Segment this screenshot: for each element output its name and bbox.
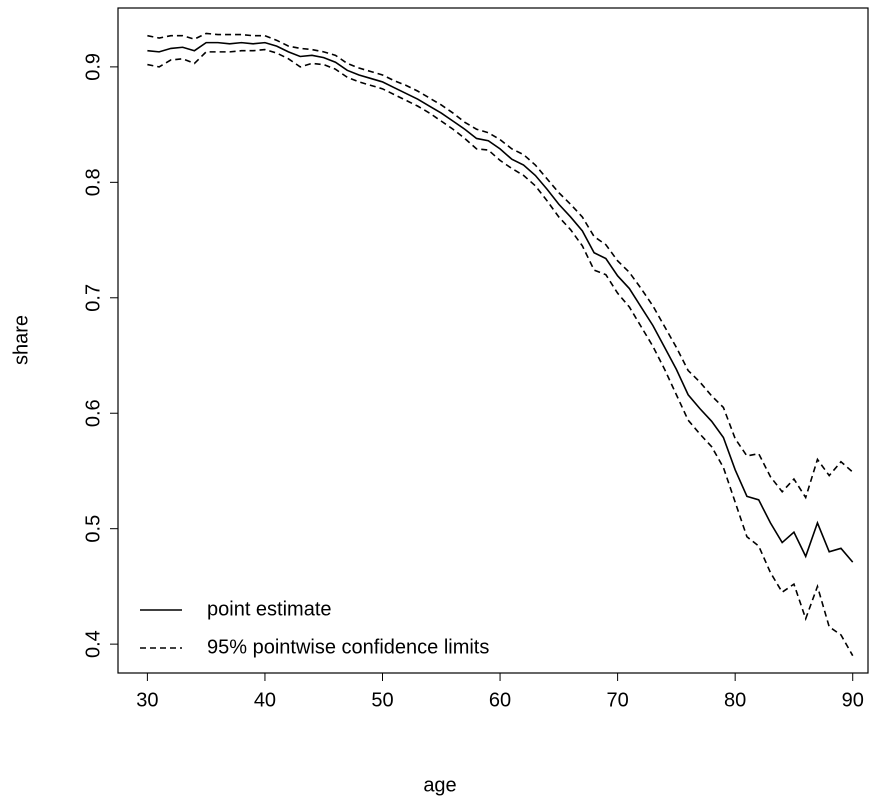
x-tick-label: 30 [136,689,158,711]
x-tick-label: 80 [724,689,746,711]
legend-label: point estimate [207,598,332,620]
y-axis-label: share [10,315,32,365]
legend-label: 95% pointwise confidence limits [207,636,489,658]
series-line [147,32,854,500]
x-tick-label: 60 [489,689,511,711]
plot-frame [117,7,869,674]
series-line [147,41,854,563]
y-tick-label: 0.8 [82,168,104,196]
x-tick-label: 50 [371,689,393,711]
x-tick-label: 90 [842,689,864,711]
y-tick-label: 0.9 [82,53,104,81]
y-tick-label: 0.5 [82,515,104,543]
y-tick-label: 0.6 [82,399,104,427]
y-tick-label: 0.4 [82,630,104,658]
y-tick-label: 0.7 [82,284,104,312]
x-tick-label: 70 [606,689,628,711]
series-line [147,48,854,657]
x-tick-label: 40 [254,689,276,711]
x-axis-label: age [423,774,456,796]
